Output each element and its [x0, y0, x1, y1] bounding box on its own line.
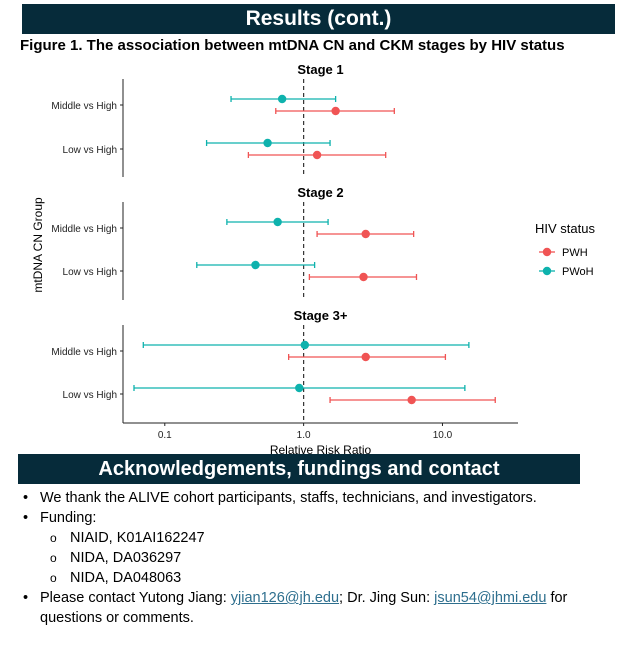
legend-label-pwh: PWH: [562, 247, 588, 259]
panel-title: Stage 2: [297, 185, 343, 200]
thanks-item: • We thank the ALIVE cohort participants…: [20, 488, 630, 508]
point-pwh: [361, 352, 370, 362]
contact-text-mid: ; Dr. Jing Sun:: [339, 590, 435, 606]
y-tick-label: Middle vs High: [51, 101, 117, 112]
funding-item: • Funding:: [20, 508, 630, 528]
x-tick-label: 0.1: [158, 430, 172, 441]
x-tick-label: 10.0: [433, 430, 453, 441]
point-pwh: [361, 229, 370, 239]
email-link-yutong[interactable]: yjian126@jh.edu: [230, 590, 340, 606]
contact-text-pre: Please contact Yutong Jiang:: [40, 590, 231, 606]
sub-bullet-icon: o: [50, 571, 57, 585]
y-axis-label: mtDNA CN Group: [31, 197, 45, 293]
legend-title: HIV status: [535, 221, 595, 236]
y-tick-label: Low vs High: [63, 145, 117, 156]
funding-entry-text: NIDA, DA048063: [70, 570, 182, 586]
legend-key-pwoh: [542, 266, 552, 276]
thanks-text: We thank the ALIVE cohort participants, …: [40, 490, 537, 506]
point-pwh: [359, 272, 368, 282]
point-pwoh: [277, 94, 287, 104]
funding-label: Funding:: [40, 510, 97, 526]
bullet-icon: •: [23, 490, 29, 506]
point-pwoh: [263, 138, 272, 148]
email-link-jing[interactable]: jsun54@jhmi.edu: [434, 590, 547, 606]
y-tick-label: Middle vs High: [51, 347, 117, 358]
legend-key-pwh: [542, 247, 552, 257]
point-pwoh: [273, 217, 282, 227]
x-tick-label: 1.0: [297, 430, 311, 441]
y-tick-label: Low vs High: [63, 390, 117, 401]
contact-item: • Please contact Yutong Jiang: yjian126@…: [20, 588, 630, 628]
point-pwh: [407, 395, 416, 405]
funding-entry-text: NIAID, K01AI162247: [70, 530, 205, 546]
bullet-icon: •: [23, 510, 29, 526]
funding-entry-text: NIDA, DA036297: [70, 550, 182, 566]
figure-title: Figure 1. The association between mtDNA …: [20, 37, 565, 54]
point-pwoh: [295, 383, 304, 393]
acknowledgements-list: • We thank the ALIVE cohort participants…: [20, 488, 630, 628]
y-tick-label: Low vs High: [63, 267, 117, 278]
legend-label-pwoh: PWoH: [562, 266, 594, 278]
forest-plot: Stage 1 Middle vs High Low vs High Stage 2 M…: [31, 62, 595, 455]
panel-title: Stage 3+: [294, 308, 348, 323]
sub-bullet-icon: o: [50, 531, 57, 545]
point-pwh: [331, 106, 340, 116]
sub-bullet-icon: o: [50, 551, 57, 565]
point-pwh: [312, 150, 322, 160]
acknowledgements-banner: Acknowledgements, fundings and contact: [18, 454, 580, 484]
funding-entry: o NIAID, K01AI162247: [20, 528, 630, 548]
panel-title: Stage 1: [297, 62, 343, 77]
x-axis-label: Relative Risk Ratio: [270, 443, 372, 455]
funding-entry: o NIDA, DA048063: [20, 568, 630, 588]
contact-text-post: for questions or comments.: [40, 590, 568, 626]
funding-entry: o NIDA, DA036297: [20, 548, 630, 568]
results-banner: Results (cont.): [22, 4, 615, 34]
point-pwoh: [251, 260, 260, 270]
y-tick-label: Middle vs High: [51, 224, 117, 235]
point-pwoh: [300, 340, 310, 350]
bullet-icon: •: [23, 590, 29, 606]
